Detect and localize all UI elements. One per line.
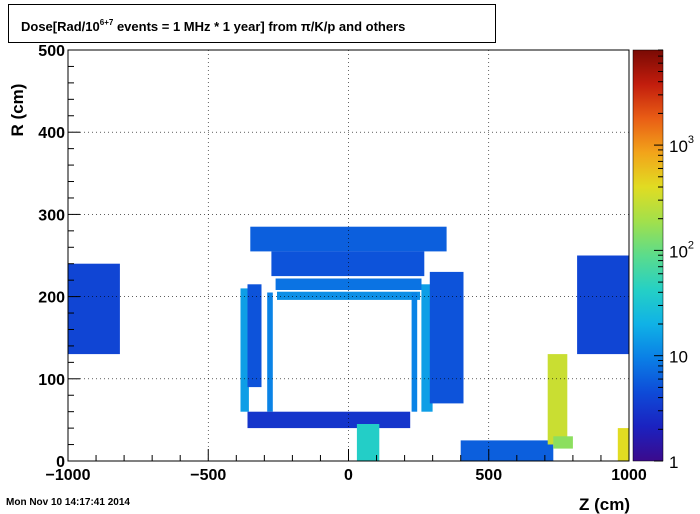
y-tick-label: 400: [38, 125, 65, 142]
x-tick-label: 500: [475, 467, 502, 484]
x-axis: −1000 −500 0 500 1000: [46, 449, 647, 484]
colorbar-tick-label: 103: [669, 134, 694, 156]
dose-region-beampipe-region: [247, 411, 411, 429]
title-box: Dose[Rad/106+7 events = 1 MHz * 1 year] …: [8, 4, 496, 43]
dose-region-forward-right-base: [553, 436, 573, 449]
dose-region-barrel-shell: [271, 251, 425, 277]
dose-region-far-right-corner: [617, 428, 629, 461]
y-axis: 0 100 200 300 400 500: [38, 43, 80, 471]
y-tick-label: 300: [38, 207, 65, 224]
dose-region-central-detector: [356, 424, 380, 461]
dose-region-left-cone: [247, 284, 262, 388]
x-tick-label: 0: [344, 467, 353, 484]
dose-region-forward-plus-endcap: [577, 255, 629, 355]
colorbar-tick-exponent: 2: [688, 239, 694, 251]
y-tick-label: 500: [38, 43, 65, 60]
x-tick-label: −500: [190, 467, 226, 484]
x-tick-label: −1000: [46, 467, 91, 484]
colorbar-tick-label: 1: [669, 453, 678, 472]
dose-regions: [68, 226, 629, 461]
dose-region-barrel-lower-plate: [277, 291, 421, 300]
x-tick-label: 1000: [611, 467, 647, 484]
colorbar-tick-exponent: 3: [688, 134, 694, 146]
dose-region-barrel-upper-plate: [275, 278, 422, 290]
timestamp: Mon Nov 10 14:17:41 2014: [6, 497, 130, 508]
dose-region-forward-right-tower: [547, 354, 568, 445]
y-tick-label: 0: [56, 454, 65, 471]
colorbar-axis: 1 10 102 103: [654, 49, 694, 472]
dose-region-left-outer-ring: [240, 288, 249, 412]
dose-region-forward-right-low: [460, 440, 554, 461]
colorbar-tick-label: 10: [669, 348, 688, 367]
dose-region-forward-minus-endcap: [68, 263, 120, 355]
dose-region-left-inner-wall: [267, 292, 273, 412]
dose-region-right-cone: [429, 271, 464, 404]
y-axis-label: R (cm): [8, 84, 27, 137]
colorbar-tick-label: 102: [669, 239, 694, 261]
grid-lines: [68, 50, 629, 461]
y-tick-label: 100: [38, 372, 65, 389]
x-axis-label: Z (cm): [579, 495, 630, 514]
dose-region-right-inner-wall: [411, 292, 418, 412]
dose-region-right-outer-ring: [421, 284, 433, 412]
y-tick-label: 200: [38, 290, 65, 307]
chart-title: Dose[Rad/106+7 events = 1 MHz * 1 year] …: [21, 18, 406, 34]
